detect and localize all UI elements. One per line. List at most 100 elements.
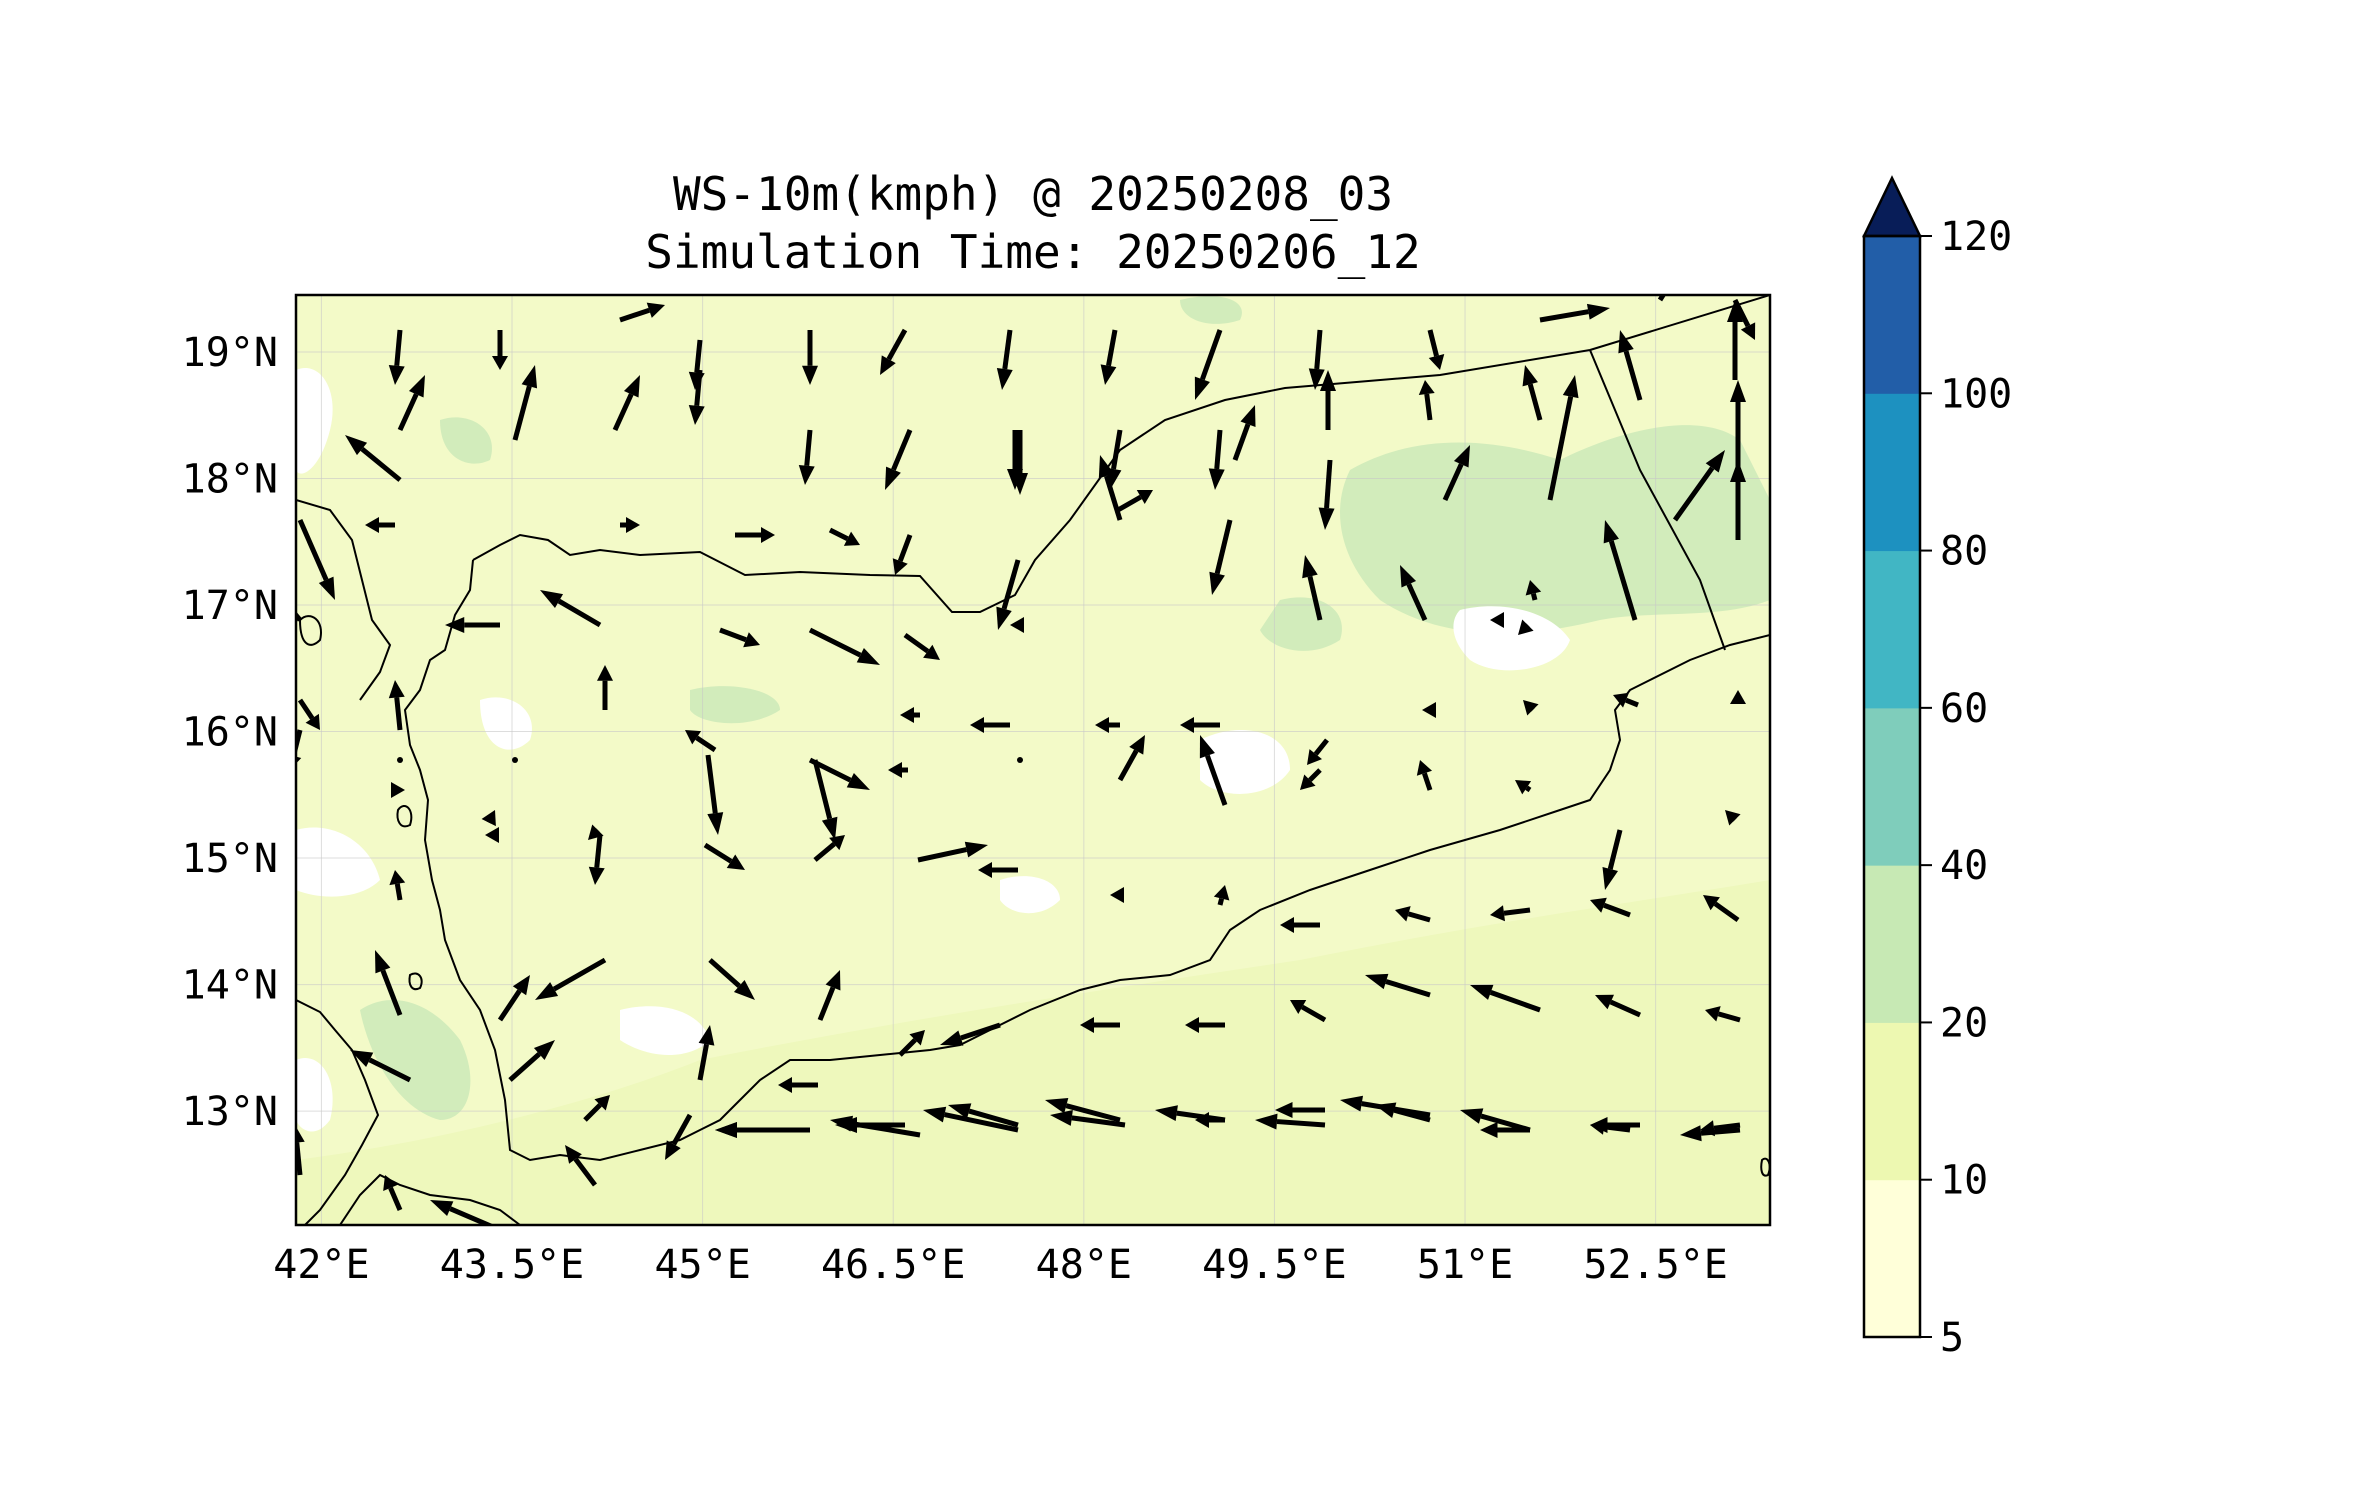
- wind-vector: [1290, 1000, 1327, 1023]
- wind-vector: [397, 375, 425, 432]
- wind-vector: [1603, 520, 1638, 621]
- colorbar-segment: [1864, 393, 1920, 552]
- wind-vector: [708, 958, 755, 1000]
- wind-vector: [1208, 429, 1225, 490]
- wind-vector: [492, 330, 508, 370]
- coastline: [296, 999, 380, 1225]
- colorbar-tick-label: 40: [1940, 843, 1988, 889]
- wind-vector: [808, 627, 880, 665]
- lon-tick-label: 48°E: [1036, 1242, 1132, 1288]
- lon-tick-label: 42°E: [273, 1242, 369, 1288]
- wind-vector: [880, 328, 908, 375]
- wind-vector: [1522, 365, 1543, 421]
- wind-vector: [1422, 702, 1436, 718]
- wind-vector: [619, 302, 665, 323]
- wind-vector: [923, 1106, 1019, 1133]
- colorbar-tick-label: 60: [1940, 686, 1988, 732]
- colorbar-segment: [1864, 236, 1920, 394]
- wind-vector: [365, 517, 395, 533]
- wind-vector: [1539, 303, 1610, 323]
- wind-vector: [1703, 895, 1740, 923]
- wind-vector: [1185, 1017, 1225, 1033]
- wind-vector: [1365, 973, 1431, 998]
- wind-vector: [620, 517, 640, 533]
- wind-vector: [1255, 1113, 1326, 1130]
- wind-vector: [1010, 617, 1024, 633]
- wind-vector: [296, 611, 302, 622]
- wind-vector: [1012, 430, 1028, 495]
- wind-vector: [1613, 692, 1639, 708]
- wind-vector: [1280, 917, 1320, 933]
- wind-vector: [512, 365, 538, 441]
- lon-tick-label: 45°E: [654, 1242, 750, 1288]
- calm-patch: [1453, 606, 1570, 671]
- colorbar-segment: [1864, 1179, 1920, 1338]
- colorbar-tick-label: 10: [1940, 1158, 1988, 1204]
- wind-vector: [1490, 612, 1504, 628]
- wind-vector: [397, 757, 403, 763]
- wind-vector: [485, 827, 499, 843]
- wind-vector: [1017, 757, 1023, 763]
- wind-vector: [1672, 450, 1725, 522]
- wind-vector: [1427, 329, 1445, 370]
- colorbar-extend-arrow: [1862, 175, 1922, 238]
- lat-tick-label: 14°N: [182, 963, 278, 1009]
- calm-patch: [296, 1058, 333, 1132]
- colorbar-tick-label: 5: [1940, 1315, 1964, 1361]
- calm-patch: [1000, 876, 1060, 914]
- wind-vector: [297, 698, 320, 730]
- wind-vector: [383, 1175, 403, 1211]
- wind-vector: [1547, 375, 1579, 501]
- wind-vector: [1442, 445, 1470, 502]
- wind-vector: [948, 1103, 1019, 1128]
- wind-vector: [497, 975, 530, 1022]
- wind-vector: [1590, 1117, 1640, 1133]
- wind-vector: [715, 1122, 810, 1138]
- wind-vector: [735, 527, 775, 543]
- colorbar-segment: [1864, 707, 1920, 866]
- wind-vector: [940, 1022, 1001, 1046]
- calm-patch: [480, 697, 532, 750]
- wind-vector: [1050, 1109, 1126, 1128]
- plot-title: WS-10m(kmph) @ 20250208_03: [672, 167, 1394, 221]
- wind-vector: [798, 429, 815, 485]
- wind-vector: [375, 950, 403, 1016]
- wind-vector: [812, 759, 838, 840]
- wind-vector: [388, 680, 405, 731]
- colorbar-tick-label: 20: [1940, 1000, 1988, 1046]
- lat-tick-label: 16°N: [182, 710, 278, 756]
- wind-vector: [1518, 619, 1534, 635]
- wind-speed-field: [296, 295, 1770, 1225]
- wind-vector: [1618, 330, 1643, 401]
- strong-wind-patch: [1340, 425, 1770, 634]
- wind-vector: [508, 1040, 555, 1082]
- wind-vector: [540, 590, 602, 628]
- wind-vector: [892, 534, 913, 575]
- wind-vector: [1199, 735, 1228, 806]
- colorbar: 5 10 20 40 60 80 100 120: [1862, 175, 2012, 1361]
- colorbar-tick-label: 120: [1940, 214, 2012, 260]
- wind-vector: [1416, 760, 1433, 791]
- wind-vector: [1725, 810, 1741, 826]
- wind-vector: [535, 957, 607, 1000]
- strong-wind-patch: [1260, 597, 1342, 651]
- wind-vector: [1232, 405, 1256, 461]
- wind-vector: [1490, 905, 1531, 922]
- wind-vector: [1730, 460, 1746, 540]
- wind-vector: [1525, 580, 1542, 601]
- strong-wind-patch: [1180, 296, 1242, 324]
- lon-tick-label: 46.5°E: [821, 1242, 966, 1288]
- wind-vector: [1117, 735, 1145, 782]
- wind-vector: [1100, 329, 1118, 385]
- wind-vector: [1194, 329, 1223, 400]
- island: [298, 615, 322, 646]
- wind-vector: [481, 810, 496, 827]
- lon-tick-label: 43.5°E: [440, 1242, 585, 1288]
- wind-vector: [1308, 329, 1325, 390]
- wind-vector: [665, 1113, 693, 1160]
- wind-vector: [1515, 780, 1532, 795]
- wind-vector: [296, 1126, 305, 1176]
- colorbar-segment: [1864, 1022, 1920, 1181]
- wind-vector: [350, 1050, 412, 1083]
